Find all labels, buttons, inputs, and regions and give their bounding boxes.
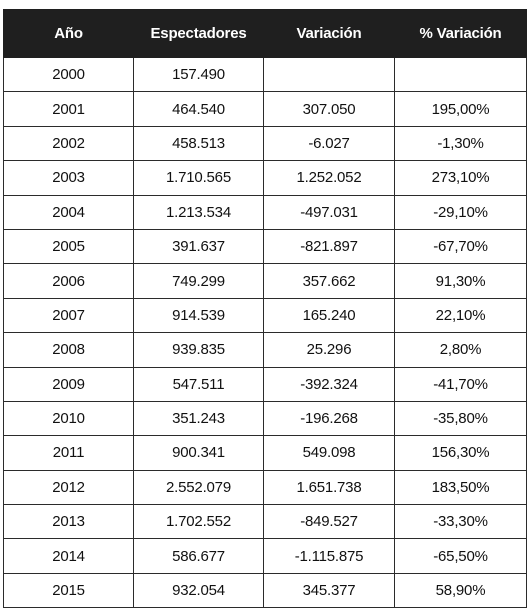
cell-year: 2011: [3, 435, 134, 471]
cell-percent-variation: 183,50%: [394, 469, 527, 506]
cell-spectators: 391.637: [133, 228, 264, 265]
cell-percent-variation: 2,80%: [394, 332, 527, 368]
cell-year: 2010: [3, 400, 134, 437]
cell-variation: 549.098: [263, 435, 395, 471]
table-body: 2000 157.490 2001 464.540 307.050 195,00…: [3, 56, 527, 609]
cell-year: 2013: [3, 504, 134, 540]
cell-percent-variation: 156,30%: [394, 435, 527, 471]
header-spectators: Espectadores: [133, 9, 264, 58]
cell-year: 2009: [3, 366, 134, 402]
table-row: 2012 2.552.079 1.651.738 183,50%: [3, 469, 527, 506]
table-row: 2009 547.511 -392.324 -41,70%: [3, 366, 527, 402]
cell-year: 2003: [3, 160, 134, 196]
table-header: Año Espectadores Variación % Variación: [3, 9, 527, 58]
cell-percent-variation: 22,10%: [394, 297, 527, 334]
cell-percent-variation: 195,00%: [394, 91, 527, 127]
cell-spectators: 464.540: [133, 91, 264, 127]
cell-percent-variation: -33,30%: [394, 504, 527, 540]
table-row: 2005 391.637 -821.897 -67,70%: [3, 228, 527, 265]
table-row: 2007 914.539 165.240 22,10%: [3, 297, 527, 334]
cell-variation: 165.240: [263, 297, 395, 334]
cell-year: 2005: [3, 228, 134, 265]
cell-percent-variation: -35,80%: [394, 400, 527, 437]
header-percent-variation: % Variación: [394, 9, 527, 58]
cell-year: 2015: [3, 572, 134, 609]
cell-spectators: 939.835: [133, 332, 264, 368]
cell-variation: -6.027: [263, 125, 395, 162]
cell-variation: 357.662: [263, 263, 395, 299]
cell-year: 2000: [3, 56, 134, 93]
cell-variation: -196.268: [263, 400, 395, 437]
table-row: 2013 1.702.552 -849.527 -33,30%: [3, 504, 527, 540]
cell-spectators: 1.702.552: [133, 504, 264, 540]
cell-spectators: 351.243: [133, 400, 264, 437]
table-row: 2004 1.213.534 -497.031 -29,10%: [3, 194, 527, 230]
cell-percent-variation: 273,10%: [394, 160, 527, 196]
cell-percent-variation: -41,70%: [394, 366, 527, 402]
cell-spectators: 900.341: [133, 435, 264, 471]
cell-spectators: 157.490: [133, 56, 264, 93]
cell-year: 2001: [3, 91, 134, 127]
cell-year: 2006: [3, 263, 134, 299]
cell-year: 2004: [3, 194, 134, 230]
header-variation: Variación: [263, 9, 395, 58]
cell-year: 2002: [3, 125, 134, 162]
cell-percent-variation: [394, 56, 527, 93]
cell-spectators: 914.539: [133, 297, 264, 334]
cell-spectators: 1.213.534: [133, 194, 264, 230]
table-row: 2014 586.677 -1.115.875 -65,50%: [3, 538, 527, 574]
table-row: 2002 458.513 -6.027 -1,30%: [3, 125, 527, 162]
spectators-table-container: Año Espectadores Variación % Variación 2…: [3, 9, 527, 609]
cell-spectators: 1.710.565: [133, 160, 264, 196]
cell-variation: -1.115.875: [263, 538, 395, 574]
cell-variation: 1.252.052: [263, 160, 395, 196]
cell-variation: -821.897: [263, 228, 395, 265]
cell-variation: 25.296: [263, 332, 395, 368]
cell-spectators: 749.299: [133, 263, 264, 299]
table-row: 2001 464.540 307.050 195,00%: [3, 91, 527, 127]
cell-variation: [263, 56, 395, 93]
table-row: 2015 932.054 345.377 58,90%: [3, 572, 527, 609]
cell-variation: -497.031: [263, 194, 395, 230]
cell-spectators: 547.511: [133, 366, 264, 402]
cell-variation: 307.050: [263, 91, 395, 127]
cell-variation: 1.651.738: [263, 469, 395, 506]
table-row: 2010 351.243 -196.268 -35,80%: [3, 400, 527, 437]
cell-year: 2007: [3, 297, 134, 334]
cell-percent-variation: -65,50%: [394, 538, 527, 574]
cell-spectators: 586.677: [133, 538, 264, 574]
cell-percent-variation: -67,70%: [394, 228, 527, 265]
header-year: Año: [3, 9, 134, 58]
cell-percent-variation: 91,30%: [394, 263, 527, 299]
cell-year: 2008: [3, 332, 134, 368]
cell-percent-variation: -29,10%: [394, 194, 527, 230]
cell-variation: -392.324: [263, 366, 395, 402]
spectators-table: Año Espectadores Variación % Variación 2…: [3, 9, 527, 609]
cell-year: 2014: [3, 538, 134, 574]
cell-variation: -849.527: [263, 504, 395, 540]
table-row: 2008 939.835 25.296 2,80%: [3, 332, 527, 368]
cell-percent-variation: -1,30%: [394, 125, 527, 162]
table-row: 2006 749.299 357.662 91,30%: [3, 263, 527, 299]
table-row: 2000 157.490: [3, 56, 527, 93]
cell-percent-variation: 58,90%: [394, 572, 527, 609]
table-row: 2003 1.710.565 1.252.052 273,10%: [3, 160, 527, 196]
header-row: Año Espectadores Variación % Variación: [3, 9, 527, 58]
cell-spectators: 2.552.079: [133, 469, 264, 506]
cell-spectators: 458.513: [133, 125, 264, 162]
cell-variation: 345.377: [263, 572, 395, 609]
table-row: 2011 900.341 549.098 156,30%: [3, 435, 527, 471]
cell-spectators: 932.054: [133, 572, 264, 609]
cell-year: 2012: [3, 469, 134, 506]
